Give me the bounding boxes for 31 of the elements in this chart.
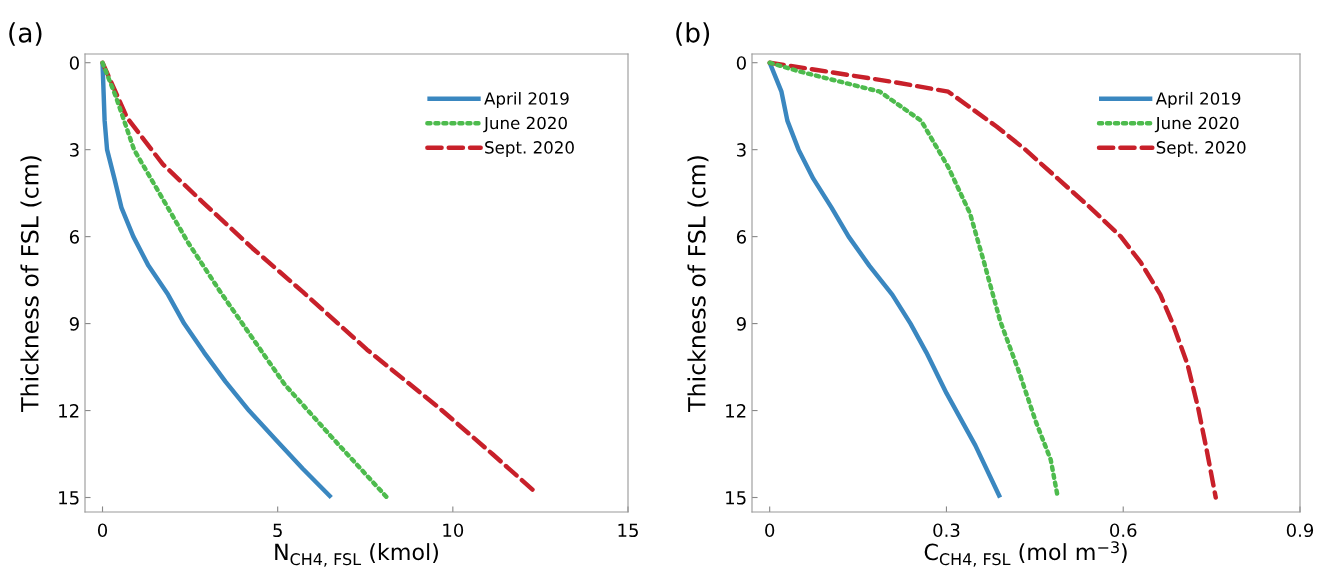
- y-axis-title: Thickness of FSL (cm): [687, 156, 709, 412]
- x-tick-label: 5: [273, 523, 282, 538]
- y-tick-label: 6: [736, 230, 746, 244]
- y-tick-label: 9: [736, 317, 746, 331]
- x-tick-label: 10: [443, 523, 464, 538]
- legend-label: Sept. 2020: [1156, 141, 1246, 157]
- y-tick-label: 12: [726, 404, 746, 418]
- y-tick-label: 6: [69, 230, 79, 244]
- y-tick-label: 9: [69, 317, 79, 331]
- y-tick-label: 3: [737, 143, 746, 157]
- y-tick-label: 12: [59, 404, 79, 418]
- y-tick-label: 15: [726, 491, 746, 505]
- x-tick-label: 0.3: [933, 523, 960, 538]
- legend-label: June 2020: [1154, 116, 1239, 133]
- chart-title: (a): [9, 22, 42, 46]
- x-tick-label: 0: [765, 523, 775, 538]
- chart-title: (b): [676, 22, 710, 46]
- y-tick-label: 0: [69, 56, 79, 70]
- legend-label: April 2019: [484, 91, 569, 109]
- legend-label: April 2019: [1155, 91, 1241, 109]
- x-tick-label: 0.6: [1110, 523, 1137, 538]
- x-tick-label: 0: [97, 523, 108, 538]
- x-tick-label: 0.9: [1286, 523, 1314, 538]
- x-tick-label: 15: [618, 523, 638, 538]
- legend-label: Sept. 2020: [485, 141, 574, 157]
- y-tick-label: 15: [59, 491, 79, 505]
- line-series: [100, 60, 390, 500]
- y-tick-label: 0: [736, 56, 746, 70]
- y-axis-title: Thickness of FSL (cm): [20, 156, 42, 412]
- legend-label: June 2020: [483, 116, 567, 133]
- y-tick-label: 3: [70, 143, 79, 157]
